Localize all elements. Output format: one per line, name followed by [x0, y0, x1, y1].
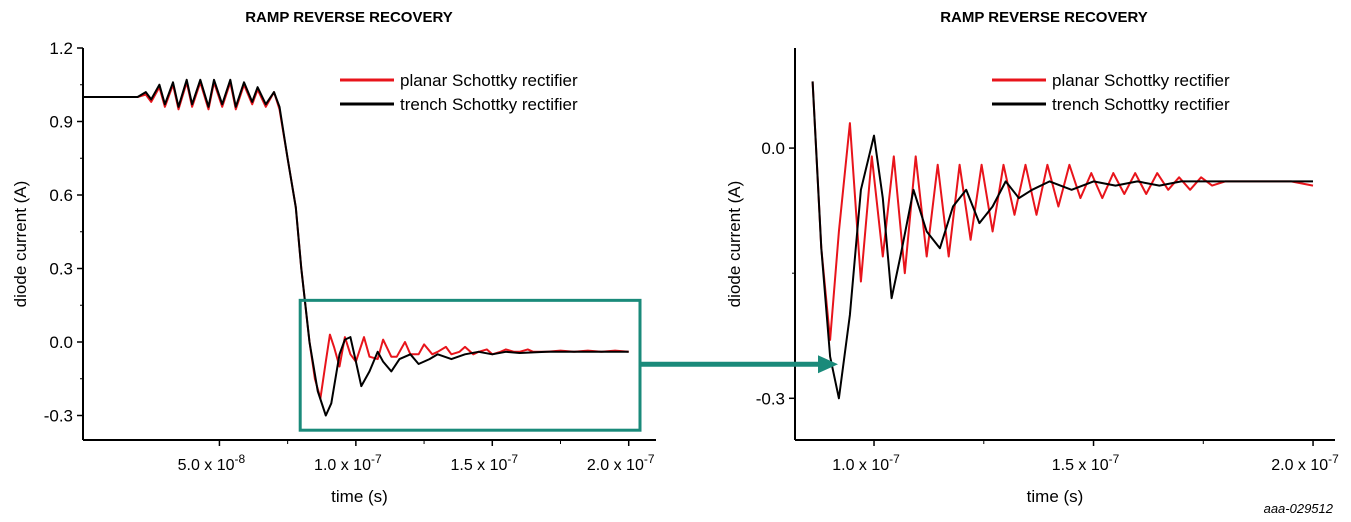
chart-right: RAMP REVERSE RECOVERY 0.0 -0.3 1.0 x 10-7 1.… [725, 9, 1339, 506]
y-axis-label: diode current (A) [725, 181, 744, 308]
x-axis-label: time (s) [1027, 487, 1084, 506]
x-tick-label: 1.5 x 10-7 [450, 452, 518, 474]
y-tick-label: 0.0 [49, 333, 73, 352]
y-tick-label: 1.2 [49, 39, 73, 58]
series-line-planar [811, 81, 1314, 341]
x-axis-label: time (s) [331, 487, 388, 506]
legend-label: trench Schottky rectifier [1052, 95, 1230, 114]
legend-label: planar Schottky rectifier [400, 71, 578, 90]
y-axis-label: diode current (A) [11, 181, 30, 308]
x-tick-label: 1.0 x 10-7 [832, 452, 900, 474]
zoom-arrow-head [818, 355, 838, 374]
x-tick-label: 1.0 x 10-7 [314, 452, 382, 474]
y-tick-label: -0.3 [44, 407, 73, 426]
figure-id: aaa-029512 [1264, 501, 1334, 516]
x-tick-label: 5.0 x 10-8 [178, 452, 246, 474]
chart-title: RAMP REVERSE RECOVERY [940, 9, 1148, 26]
x-tick-label: 2.0 x 10-7 [587, 452, 655, 474]
x-tick-label: 2.0 x 10-7 [1271, 452, 1339, 474]
y-tick-label: 0.3 [49, 260, 73, 279]
zoom-region-box [298, 298, 642, 432]
chart-title: RAMP REVERSE RECOVERY [245, 9, 453, 26]
chart-left: RAMP REVERSE RECOVERY 1.2 0.9 0.6 0.3 0.0 -0.3… [11, 9, 656, 506]
y-tick-label: 0.9 [49, 113, 73, 132]
legend-label: planar Schottky rectifier [1052, 71, 1230, 90]
series-line-trench [811, 81, 1313, 400]
x-tick-label: 1.5 x 10-7 [1052, 452, 1120, 474]
y-tick-label: -0.3 [756, 389, 785, 408]
y-tick-label: 0.6 [49, 186, 73, 205]
y-tick-label: 0.0 [761, 139, 785, 158]
legend-label: trench Schottky rectifier [400, 95, 578, 114]
series-line-trench [83, 78, 629, 417]
zoom-connector [298, 298, 838, 432]
